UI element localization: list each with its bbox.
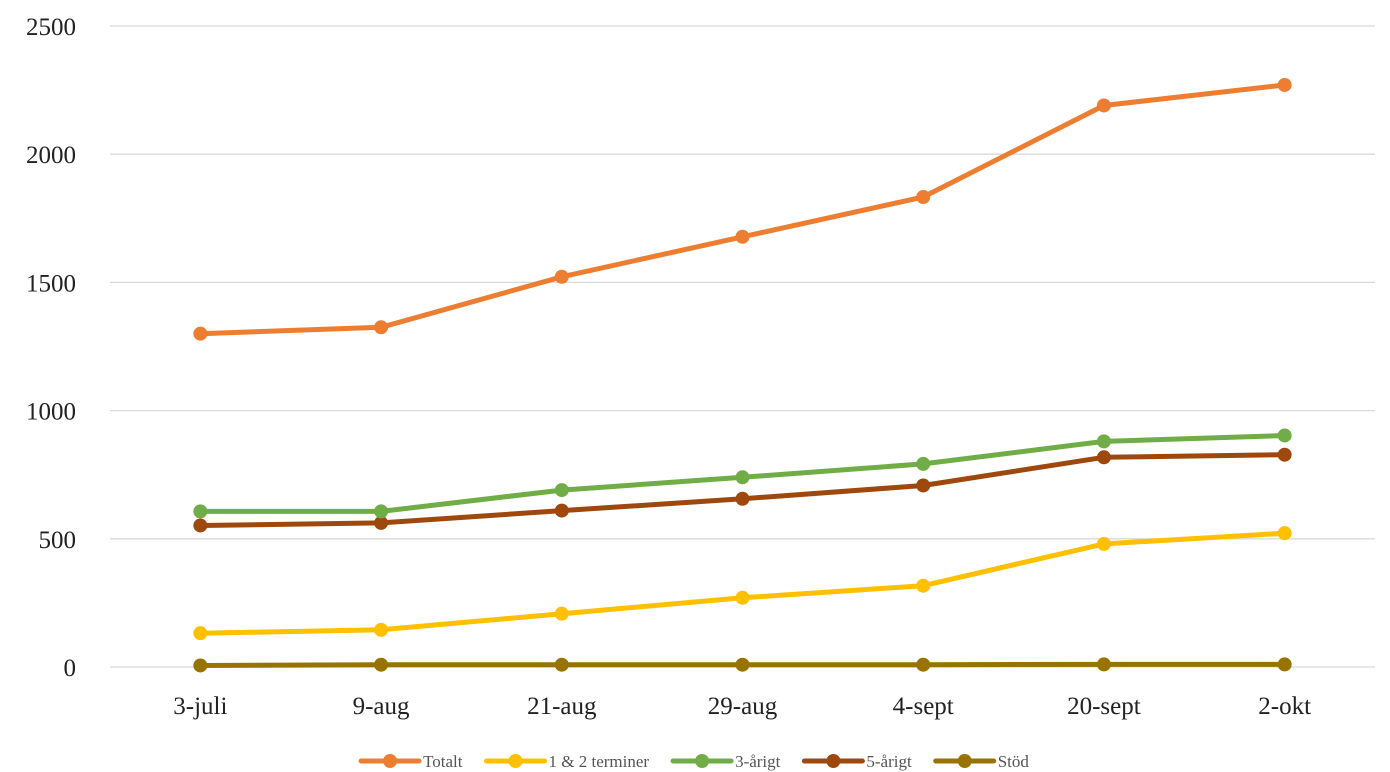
data-point [374, 504, 389, 519]
data-point [374, 320, 389, 335]
data-point [735, 657, 750, 672]
legend-label: 1 & 2 terminer [549, 752, 650, 771]
legend-item [801, 754, 865, 768]
data-point [1096, 536, 1111, 551]
data-point [735, 590, 750, 605]
x-tick-label: 2-okt [1258, 693, 1311, 720]
legend: Totalt 1 & 2 terminer 3-årigt 5-årigt Stöd [358, 752, 1030, 771]
series-line [197, 452, 1288, 528]
series-line [197, 82, 1288, 337]
y-tick-label: 2000 [26, 142, 76, 169]
legend-label: 3-årigt [735, 752, 781, 771]
x-axis-ticks: 3-juli 9-aug 21-aug 29-aug 4-sept 20-sept 2-ok… [173, 693, 1311, 720]
y-axis-ticks: 0 500 1000 1500 2000 2500 [26, 14, 76, 682]
legend-swatch-marker [508, 754, 523, 768]
x-tick-label: 20-sept [1067, 693, 1141, 720]
data-point [374, 622, 389, 637]
data-point [1277, 447, 1292, 462]
series-1 [193, 526, 1292, 641]
legend-label: Stöd [998, 752, 1030, 771]
series-4 [193, 657, 1292, 673]
data-point [735, 470, 750, 485]
data-point [193, 658, 208, 673]
legend-label: Totalt [423, 752, 463, 771]
legend-swatch-marker [826, 754, 841, 768]
data-point [554, 503, 569, 518]
data-point [916, 578, 931, 593]
y-tick-label: 500 [39, 527, 77, 554]
legend-swatch-marker [695, 754, 710, 768]
data-point [1096, 98, 1111, 113]
y-tick-label: 0 [64, 655, 77, 682]
data-point [916, 456, 931, 471]
legend-item [933, 754, 997, 768]
data-point [554, 657, 569, 672]
data-point [193, 326, 208, 341]
x-tick-label: 9-aug [353, 693, 410, 720]
data-point [1096, 434, 1111, 449]
data-point [1277, 526, 1292, 541]
data-point [735, 229, 750, 244]
data-point [554, 269, 569, 284]
data-point [374, 657, 389, 672]
y-tick-label: 2500 [26, 14, 76, 41]
data-point [916, 657, 931, 672]
legend-item [670, 754, 734, 768]
series-line [197, 530, 1288, 636]
series-0 [193, 77, 1292, 341]
series-group [193, 77, 1292, 673]
data-point [193, 626, 208, 641]
data-point [1096, 450, 1111, 465]
legend-item [484, 754, 548, 768]
data-point [916, 478, 931, 493]
data-point [554, 483, 569, 498]
data-point [193, 518, 208, 533]
legend-item [358, 754, 422, 768]
x-tick-label: 29-aug [708, 693, 778, 720]
data-point [1277, 428, 1292, 443]
data-point [193, 504, 208, 519]
gridlines [110, 25, 1375, 668]
y-tick-label: 1000 [26, 399, 76, 426]
data-point [1277, 657, 1292, 672]
data-point [374, 515, 389, 530]
data-point [735, 491, 750, 506]
data-point [1277, 77, 1292, 92]
series-3 [193, 447, 1292, 533]
legend-swatch-marker [383, 754, 398, 768]
data-point [554, 606, 569, 621]
x-tick-label: 3-juli [173, 693, 227, 720]
y-tick-label: 1500 [26, 270, 76, 297]
x-tick-label: 4-sept [893, 693, 954, 720]
data-point [1096, 657, 1111, 672]
legend-swatch-marker [957, 754, 972, 768]
series-2 [193, 428, 1292, 519]
legend-label: 5-årigt [866, 752, 912, 771]
data-point [916, 190, 931, 205]
x-tick-label: 21-aug [527, 693, 597, 720]
